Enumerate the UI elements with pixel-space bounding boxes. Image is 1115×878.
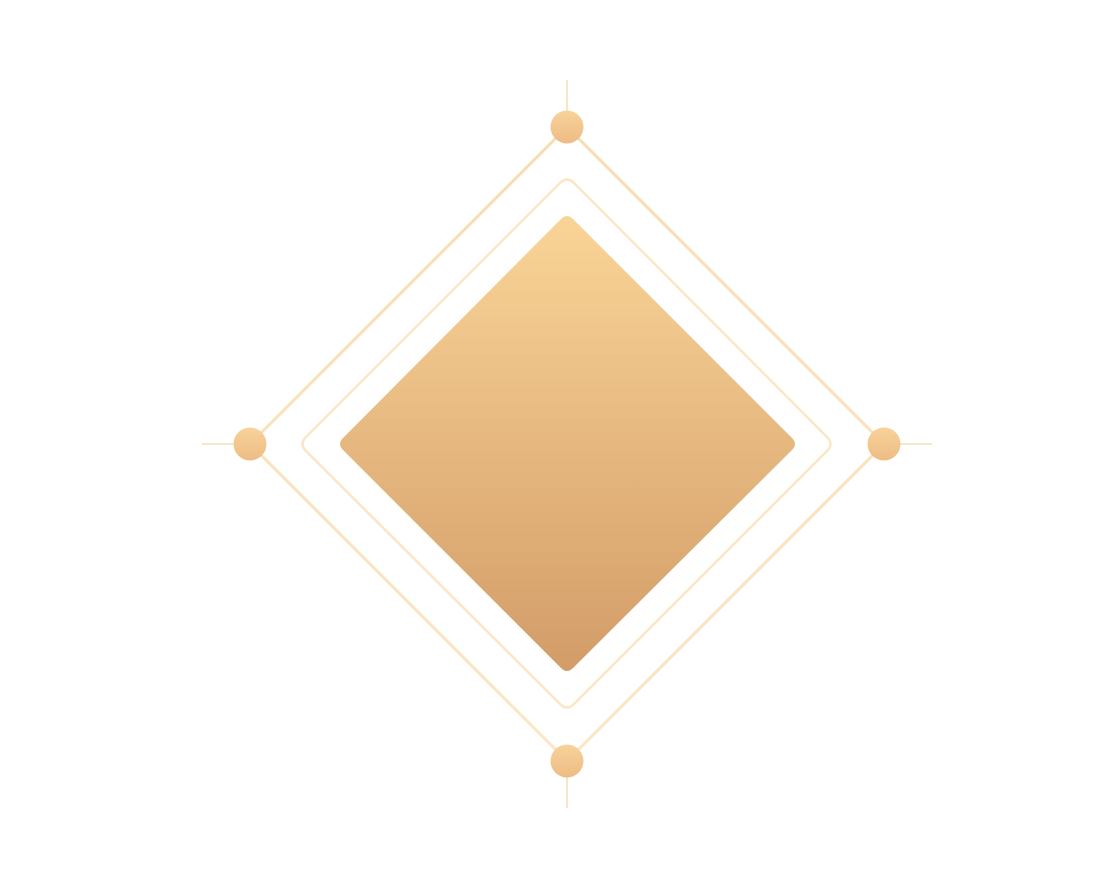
tick-lines — [202, 80, 932, 808]
inner-diamond-frame — [301, 178, 832, 709]
node-top — [550, 110, 584, 144]
node-left — [233, 427, 267, 461]
node-bottom — [550, 744, 584, 778]
core-diamond — [340, 216, 795, 671]
node-right — [867, 427, 901, 461]
